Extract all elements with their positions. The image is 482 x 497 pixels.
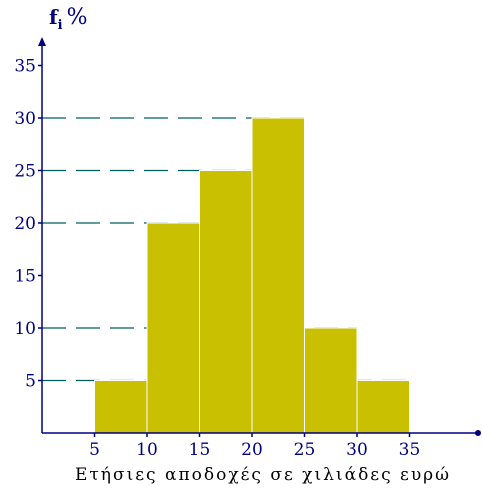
x-tick-label-35: 35 [399,440,421,460]
x-tick-label-20: 20 [241,440,263,460]
y-tick-label-5: 5 [25,372,36,392]
y-tick-label-20: 20 [14,214,36,234]
tick-labels: 5 10 15 20 25 30 35 5 10 15 20 25 30 35 [14,57,420,461]
x-tick-label-15: 15 [189,440,211,460]
y-axis-title-unit: % [67,5,88,30]
y-tick-label-35: 35 [14,57,36,77]
y-tick-label-25: 25 [14,162,36,182]
y-axis-title-symbol: f [49,5,59,29]
y-tick-label-15: 15 [14,267,36,287]
histogram-bar-15-20 [199,170,253,434]
x-tick-label-5: 5 [89,440,100,460]
x-tick-label-25: 25 [294,440,316,460]
y-tick-label-10: 10 [14,319,36,339]
x-tick-label-30: 30 [346,440,368,460]
histogram-bar-20-25 [251,117,305,434]
histogram-bar-30-35 [356,380,410,434]
histogram-bar-10-15 [146,222,200,434]
histogram-bar-5-10 [94,380,148,434]
y-axis-title-subscript: i [58,18,63,33]
y-axis-arrow [38,37,46,46]
y-axis-title: fi% [49,5,87,33]
histogram-bar-25-30 [304,327,358,434]
y-tick-label-30: 30 [14,109,36,129]
axes [38,37,481,437]
x-axis-end-dot [475,430,481,436]
x-axis-title: Ετήσιες αποδοχές σε χιλιάδες ευρώ [75,465,451,485]
bars [94,117,410,434]
x-tick-label-10: 10 [136,440,158,460]
